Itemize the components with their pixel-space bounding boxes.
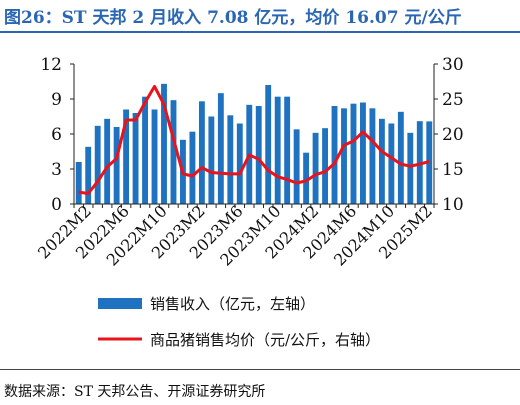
source-divider [0, 369, 520, 370]
bar-2024M5 [341, 108, 347, 204]
bar-2023M1 [189, 131, 196, 204]
price-line [78, 84, 430, 195]
bar-2024M7 [360, 102, 366, 204]
bar-2022M4 [104, 118, 111, 204]
title-divider [0, 31, 520, 33]
right-tick-label: 10 [442, 195, 464, 215]
bar-2024M8 [369, 108, 376, 204]
left-tick-label: 0 [51, 195, 62, 215]
source-note: 数据来源：ST 天邦公告、开源证券研究所 [4, 384, 266, 400]
bar-2022M11 [170, 100, 177, 204]
bar-2023M5 [227, 115, 234, 204]
bar-2024M3 [322, 128, 328, 204]
left-tick-label: 6 [51, 125, 62, 145]
bar-2023M4 [217, 93, 224, 204]
left-tick-label: 12 [40, 55, 62, 75]
right-tick-label: 20 [442, 125, 464, 145]
legend-label-line: 商品猪销售均价（元/公斤，右轴） [150, 331, 380, 349]
bar-2022M2 [85, 146, 92, 204]
bar-2023M10 [274, 96, 281, 204]
bar-2022M10 [161, 83, 167, 204]
bar-2024M1 [303, 152, 310, 204]
figure-title: 图26：ST 天邦 2 月收入 7.08 亿元，均价 16.07 元/公斤 [4, 8, 462, 28]
right-tick-label: 15 [442, 160, 464, 180]
bar-2022M5 [113, 127, 120, 204]
right-tick-label: 25 [442, 90, 464, 110]
bar-2022M1 [75, 162, 82, 204]
legend-label-bar: 销售收入（亿元，左轴） [150, 295, 315, 313]
combo-chart: 03691210152025302022M22022M62022M102023M… [34, 55, 464, 349]
bar-2023M6 [236, 123, 243, 204]
bar-2023M2 [198, 101, 205, 204]
bar-2023M3 [208, 116, 215, 204]
bar-2024M2 [312, 132, 319, 204]
left-tick-label: 3 [51, 160, 62, 180]
bar-2022M3 [94, 125, 101, 204]
bar-2022M9 [151, 109, 158, 204]
bar-2024M12 [407, 132, 414, 204]
bar-2023M11 [284, 96, 291, 204]
left-tick-label: 9 [51, 90, 62, 110]
bar-2022M6 [123, 109, 130, 204]
bar-2023M9 [265, 85, 272, 204]
bar-2022M8 [142, 96, 148, 204]
bar-2023M8 [255, 106, 262, 204]
bar-2024M10 [388, 123, 395, 204]
right-tick-label: 30 [442, 55, 464, 75]
bar-2024M6 [350, 103, 357, 204]
bar-2022M7 [132, 113, 139, 204]
bar-2023M12 [293, 129, 300, 204]
bar-2024M9 [378, 118, 385, 204]
bar-2024M11 [397, 111, 404, 204]
legend-swatch-bar [98, 298, 142, 309]
bar-2024M4 [331, 106, 338, 204]
